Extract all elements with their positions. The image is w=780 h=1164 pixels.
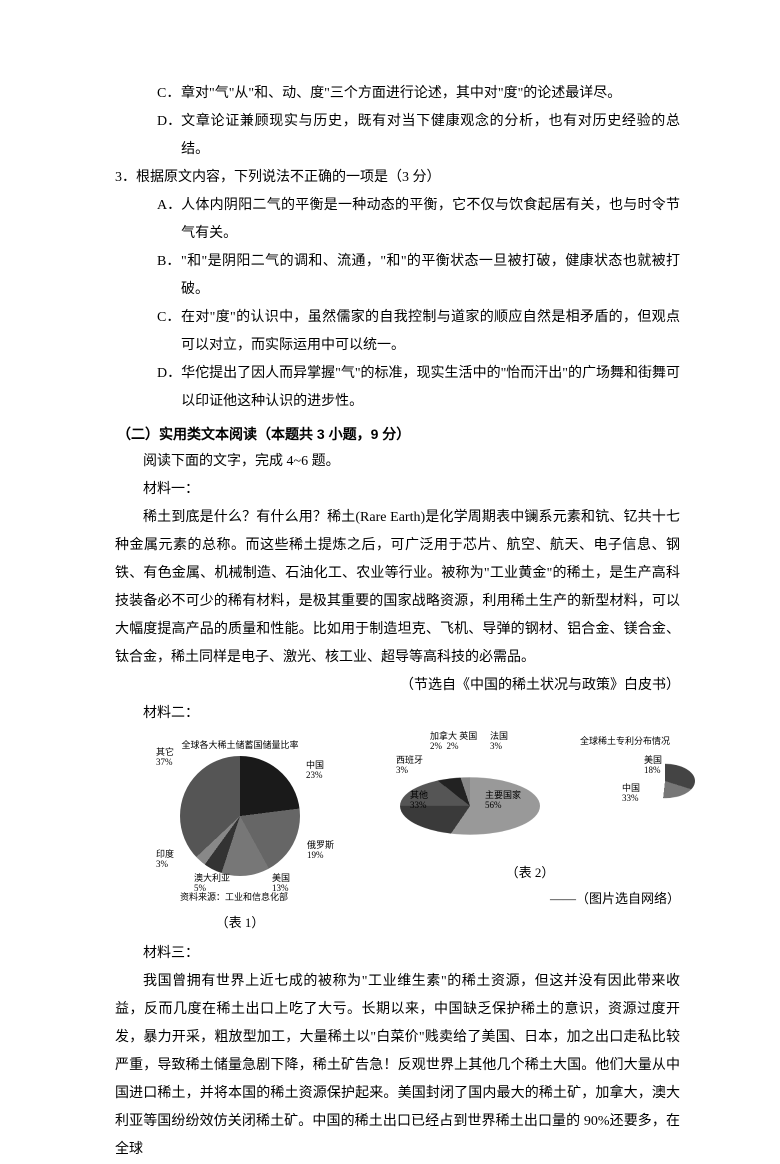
option-letter: A． [157,192,181,248]
lbl2-uk: 加拿大 英国2% 2% [430,732,477,752]
q2-option-c: C． 章对"气"从"和、动、度"三个方面进行论述，其中对"度"的论述最详尽。 [157,80,680,108]
lbl2-fr: 法国3% [490,732,508,752]
material-3-body: 我国曾拥有世界上近七成的被称为"工业维生素"的稀土资源，但这并没有因此带来收益，… [115,968,680,1164]
q2-option-d: D． 文章论证兼顾现实与历史，既有对当下健康观念的分析，也有对历史经验的总结。 [157,108,680,164]
lbl2-cn: 中国33% [622,784,640,804]
lbl-other: 其它37% [156,748,174,768]
option-letter: D． [157,360,181,416]
material-1-body: 稀土到底是什么？有什么用？稀土(Rare Earth)是化学周期表中镧系元素和钪… [115,504,680,672]
option-letter: C． [157,80,181,108]
option-text: "和"是阴阳二气的调和、流通，"和"的平衡状态一旦被打破，健康状态也就被打破。 [181,248,680,304]
material-2-label: 材料二： [115,700,680,728]
lbl2-main: 主要国家56% [485,791,521,811]
chart-2-source: ——（图片选自网络） [380,886,680,912]
section-2-title: （二）实用类文本阅读（本题共 3 小题，9 分） [117,420,680,448]
option-text: 人体内阴阳二气的平衡是一种动态的平衡，它不仅与饮食起居有关，也与时令节气有关。 [181,192,680,248]
lbl-india: 印度3% [156,850,174,870]
option-text: 华佗提出了因人而异掌握"气"的标准，现实生活中的"怡而汗出"的广场舞和街舞可以印… [181,360,680,416]
q3-option-a: A． 人体内阴阳二气的平衡是一种动态的平衡，它不仅与饮食起居有关，也与时令节气有… [157,192,680,248]
charts-row: 全球各大稀土储蓄国储量比率 其它37% 中国23% 俄罗斯19% 美国13% 澳… [145,736,680,936]
option-text: 在对"度"的认识中，虽然儒家的自我控制与道家的顺应自然是相矛盾的，但观点可以对立… [181,304,680,360]
chart-2-caption: （表 2） [506,860,555,886]
lbl-russia: 俄罗斯19% [307,841,334,861]
chart-2-title: 全球稀土专利分布情况 [580,732,670,750]
lbl2-other: 其他33% [410,791,428,811]
material-3-label: 材料三： [115,940,680,968]
material-1-source: （节选自《中国的稀土状况与政策》白皮书） [115,672,680,700]
lbl2-es: 西班牙3% [396,756,423,776]
option-letter: C． [157,304,181,360]
question-stem: 根据原文内容，下列说法不正确的一项是（3 分） [136,164,680,192]
option-text: 文章论证兼顾现实与历史，既有对当下健康观念的分析，也有对历史经验的总结。 [181,108,680,164]
question-number: 3． [115,164,136,192]
chart-1: 全球各大稀土储蓄国储量比率 其它37% 中国23% 俄罗斯19% 美国13% 澳… [145,736,335,936]
document-page: C． 章对"气"从"和、动、度"三个方面进行论述，其中对"度"的论述最详尽。 D… [0,0,780,1103]
q3-option-d: D． 华佗提出了因人而异掌握"气"的标准，现实生活中的"怡而汗出"的广场舞和街舞… [157,360,680,416]
chart-1-pie: 其它37% 中国23% 俄罗斯19% 美国13% 澳大利亚5% 印度3% 资料来… [180,756,300,876]
material-1-label: 材料一： [115,476,680,504]
section-2-instruction: 阅读下面的文字，完成 4~6 题。 [115,448,680,476]
option-letter: D． [157,108,181,164]
q3: 3． 根据原文内容，下列说法不正确的一项是（3 分） [115,164,680,192]
chart-2: 全球稀土专利分布情况 加拿大 英国2% 2% 法国3% 西班牙3% 其他33% … [380,736,680,912]
chart-1-caption: （表 1） [216,910,265,936]
option-letter: B． [157,248,181,304]
lbl-china: 中国23% [306,761,324,781]
q3-option-c: C． 在对"度"的认识中，虽然儒家的自我控制与道家的顺应自然是相矛盾的，但观点可… [157,304,680,360]
chart-1-source: 资料来源：工业和信息化部 [180,888,288,906]
option-text: 章对"气"从"和、动、度"三个方面进行论述，其中对"度"的论述最详尽。 [181,80,680,108]
chart-2-pie: 全球稀土专利分布情况 加拿大 英国2% 2% 法国3% 西班牙3% 其他33% … [400,736,660,856]
lbl2-usa: 美国18% [644,756,662,776]
q3-option-b: B． "和"是阴阳二气的调和、流通，"和"的平衡状态一旦被打破，健康状态也就被打… [157,248,680,304]
chart-1-title: 全球各大稀土储蓄国储量比率 [181,736,298,754]
